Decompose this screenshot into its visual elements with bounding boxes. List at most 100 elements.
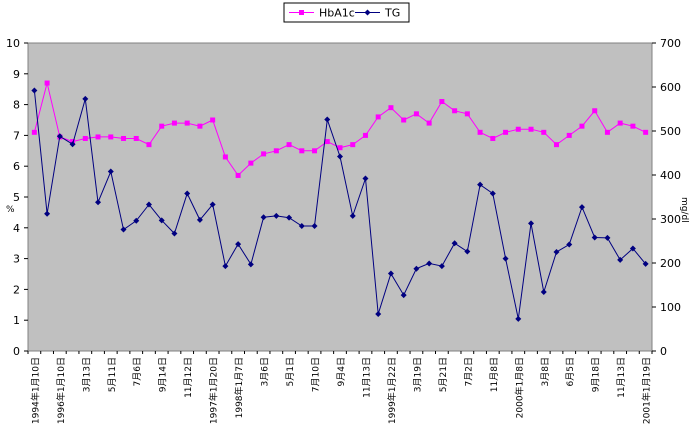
data-point-tg (209, 201, 216, 208)
x-tick-label: 3月13日 (81, 357, 92, 392)
data-point-tg (69, 141, 76, 148)
data-point-hba1c (413, 111, 419, 117)
data-point-tg (375, 311, 382, 318)
data-point-hba1c (44, 80, 50, 86)
data-point-hba1c (286, 142, 292, 148)
right-tick-label: 100 (660, 301, 681, 314)
left-tick-label: 5 (13, 191, 20, 204)
right-tick-label: 400 (660, 169, 681, 182)
left-axis: 0 1 2 3 4 5 6 7 8 9 10 (6, 37, 28, 358)
x-tick-label: 1996年1月10日 (55, 357, 67, 424)
data-point-tg (477, 181, 484, 188)
data-point-hba1c (439, 99, 445, 105)
left-tick-label: 0 (13, 345, 20, 358)
data-point-tg (133, 217, 140, 224)
data-point-tg (528, 220, 535, 227)
data-point-hba1c (464, 111, 470, 117)
x-tick-label: 2001年1月19日 (641, 357, 653, 424)
data-point-hba1c (108, 134, 114, 140)
data-point-hba1c (350, 142, 356, 148)
data-point-hba1c (95, 134, 101, 140)
series-tg (31, 87, 649, 322)
x-tick-label: 1994年1月10日 (29, 357, 41, 424)
x-tick-label: 11月8日 (489, 357, 500, 392)
left-tick-label: 1 (13, 314, 20, 327)
right-tick-label: 500 (660, 125, 681, 138)
x-tick-label: 6月5日 (565, 357, 576, 386)
data-point-hba1c (553, 142, 559, 148)
data-point-tg (171, 230, 178, 237)
data-point-hba1c (579, 123, 585, 129)
data-point-tg (400, 292, 407, 299)
data-point-tg (629, 245, 636, 252)
left-tick-label: 2 (13, 283, 20, 296)
data-point-tg (515, 315, 522, 322)
right-tick-label: 700 (660, 37, 681, 50)
left-tick-label: 10 (6, 37, 20, 50)
data-point-hba1c (248, 160, 254, 166)
data-point-hba1c (337, 145, 343, 151)
right-tick-label: 300 (660, 213, 681, 226)
data-point-tg (387, 270, 394, 277)
data-point-hba1c (592, 108, 598, 114)
x-tick-label: 7月10日 (311, 357, 322, 392)
x-tick-label: 7月2日 (463, 357, 474, 386)
left-tick-label: 7 (13, 129, 20, 142)
data-point-tg (489, 190, 496, 197)
data-point-hba1c (210, 117, 216, 123)
data-point-tg (145, 201, 152, 208)
series-hba1c (31, 80, 649, 178)
x-tick-label: 3月19日 (412, 357, 423, 392)
data-point-hba1c (312, 148, 318, 154)
x-tick-label: 11月12日 (183, 357, 194, 398)
data-point-hba1c (566, 132, 572, 138)
x-tick-label: 9月18日 (591, 357, 602, 392)
data-point-hba1c (324, 139, 330, 145)
data-point-tg (426, 260, 433, 267)
x-axis: 1994年1月10日 1996年1月10日 3月13日 5月11日 7月6日 9月14日 1… (27, 351, 653, 424)
x-tick-label: 3月6日 (260, 357, 271, 386)
x-tick-label: 5月1日 (285, 357, 296, 386)
data-point-hba1c (452, 108, 458, 114)
data-point-tg (642, 260, 649, 267)
x-tick-label: 11月13日 (616, 357, 627, 398)
data-point-hba1c (388, 105, 394, 111)
data-point-tg (44, 210, 51, 217)
data-point-tg (273, 212, 280, 219)
left-tick-label: 8 (13, 99, 20, 112)
x-tick-label: 9月4日 (336, 357, 347, 386)
left-axis-label: % (6, 205, 15, 215)
data-point-tg (222, 263, 229, 270)
legend-marker-tg (364, 9, 371, 16)
x-tick-label: 11月13日 (361, 357, 372, 398)
data-point-tg (82, 95, 89, 102)
data-point-tg (184, 190, 191, 197)
data-point-tg (95, 199, 102, 206)
data-point-hba1c (273, 148, 279, 154)
x-tick-label: 2000年1月8日 (513, 357, 525, 418)
data-point-tg (286, 214, 293, 221)
data-point-hba1c (643, 129, 649, 135)
x-tick-label: 1997年1月20日 (208, 357, 220, 424)
data-point-tg (158, 217, 165, 224)
data-point-hba1c (146, 142, 152, 148)
data-point-tg (247, 261, 254, 268)
data-point-hba1c (604, 129, 610, 135)
data-point-tg (311, 223, 318, 230)
right-tick-label: 0 (660, 345, 667, 358)
data-point-tg (56, 133, 63, 140)
data-point-tg (349, 212, 356, 219)
data-point-tg (107, 168, 114, 175)
data-point-tg (540, 289, 547, 296)
data-point-tg (260, 214, 267, 221)
data-point-tg (553, 249, 560, 255)
x-tick-label: 3月8日 (540, 357, 551, 386)
left-tick-label: 4 (13, 222, 20, 235)
data-point-hba1c (401, 117, 407, 123)
data-point-tg (591, 234, 598, 241)
data-point-tg (502, 255, 509, 262)
data-point-hba1c (31, 129, 37, 135)
data-point-hba1c (82, 135, 88, 141)
data-point-tg (617, 256, 624, 263)
right-axis: 0 100 200 300 400 500 600 700 (652, 37, 681, 358)
